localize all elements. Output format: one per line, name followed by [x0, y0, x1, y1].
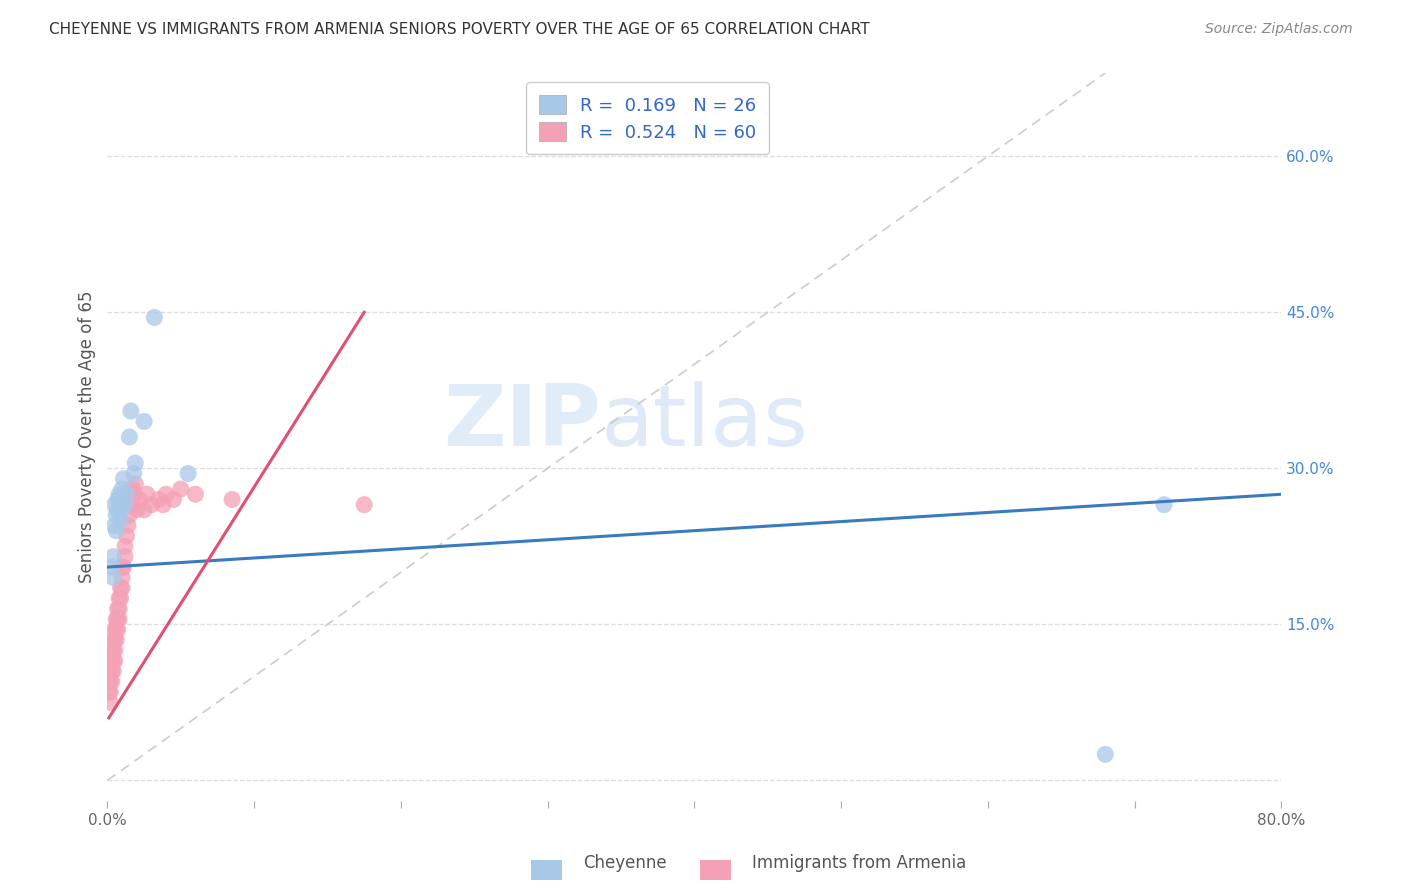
Point: [148, 492, 170, 507]
Point: [105, 632, 128, 647]
Point: [101, 560, 124, 574]
Point: [103, 643, 125, 657]
Point: [104, 498, 127, 512]
Point: [107, 612, 129, 626]
Point: [155, 487, 177, 501]
Point: [122, 487, 145, 501]
Text: Immigrants from Armenia: Immigrants from Armenia: [752, 855, 966, 872]
Point: [112, 560, 135, 574]
Point: [111, 503, 134, 517]
Text: ZIP: ZIP: [443, 381, 600, 464]
Point: [1153, 498, 1175, 512]
Point: [103, 664, 125, 678]
Point: [107, 601, 129, 615]
Point: [98, 674, 121, 689]
Point: [121, 492, 143, 507]
Point: [143, 310, 166, 325]
Point: [104, 654, 127, 668]
Point: [101, 643, 124, 657]
Point: [104, 518, 127, 533]
Point: [120, 404, 142, 418]
Point: [114, 539, 136, 553]
Point: [103, 654, 125, 668]
Point: [124, 476, 146, 491]
Point: [105, 612, 128, 626]
Point: [98, 654, 121, 668]
Point: [103, 632, 125, 647]
Point: [132, 503, 155, 517]
Legend: R =  0.169   N = 26, R =  0.524   N = 60: R = 0.169 N = 26, R = 0.524 N = 60: [526, 82, 769, 154]
Point: [120, 498, 142, 512]
Point: [97, 643, 120, 657]
Point: [162, 492, 184, 507]
Point: [136, 487, 159, 501]
Point: [122, 467, 145, 481]
Point: [105, 524, 128, 538]
Point: [177, 467, 200, 481]
Point: [117, 518, 139, 533]
Text: Source: ZipAtlas.com: Source: ZipAtlas.com: [1205, 22, 1353, 37]
Point: [101, 664, 124, 678]
Point: [104, 623, 127, 637]
Point: [1094, 747, 1116, 762]
Point: [115, 487, 138, 501]
Text: Cheyenne: Cheyenne: [583, 855, 666, 872]
Point: [221, 492, 243, 507]
Text: CHEYENNE VS IMMIGRANTS FROM ARMENIA SENIORS POVERTY OVER THE AGE OF 65 CORRELATI: CHEYENNE VS IMMIGRANTS FROM ARMENIA SENI…: [49, 22, 870, 37]
Point: [97, 654, 120, 668]
Point: [103, 570, 125, 584]
Point: [108, 601, 131, 615]
Point: [108, 612, 131, 626]
Point: [110, 498, 132, 512]
Point: [105, 508, 128, 522]
Point: [97, 685, 120, 699]
Point: [124, 456, 146, 470]
Point: [353, 498, 375, 512]
Point: [152, 498, 174, 512]
Point: [141, 498, 163, 512]
Point: [98, 685, 121, 699]
Point: [101, 674, 124, 689]
Point: [104, 632, 127, 647]
Point: [111, 581, 134, 595]
Point: [104, 643, 127, 657]
Point: [108, 591, 131, 606]
Point: [170, 482, 193, 496]
Point: [128, 492, 150, 507]
Y-axis label: Seniors Poverty Over the Age of 65: Seniors Poverty Over the Age of 65: [79, 291, 96, 583]
Point: [121, 482, 143, 496]
Point: [114, 498, 136, 512]
Point: [98, 695, 121, 709]
Point: [114, 549, 136, 564]
Point: [108, 487, 131, 501]
Point: [184, 487, 207, 501]
Point: [111, 482, 134, 496]
Point: [111, 570, 134, 584]
Point: [107, 492, 129, 507]
Point: [97, 674, 120, 689]
Point: [132, 414, 155, 428]
Point: [107, 503, 129, 517]
Point: [115, 529, 138, 543]
Point: [112, 472, 135, 486]
Point: [97, 664, 120, 678]
Point: [105, 623, 128, 637]
Point: [107, 623, 129, 637]
Point: [118, 430, 141, 444]
Point: [110, 513, 132, 527]
Point: [111, 560, 134, 574]
Point: [110, 581, 132, 595]
Point: [125, 503, 148, 517]
Point: [110, 591, 132, 606]
Point: [98, 664, 121, 678]
Text: atlas: atlas: [600, 381, 808, 464]
Point: [101, 654, 124, 668]
Point: [103, 549, 125, 564]
Point: [118, 508, 141, 522]
